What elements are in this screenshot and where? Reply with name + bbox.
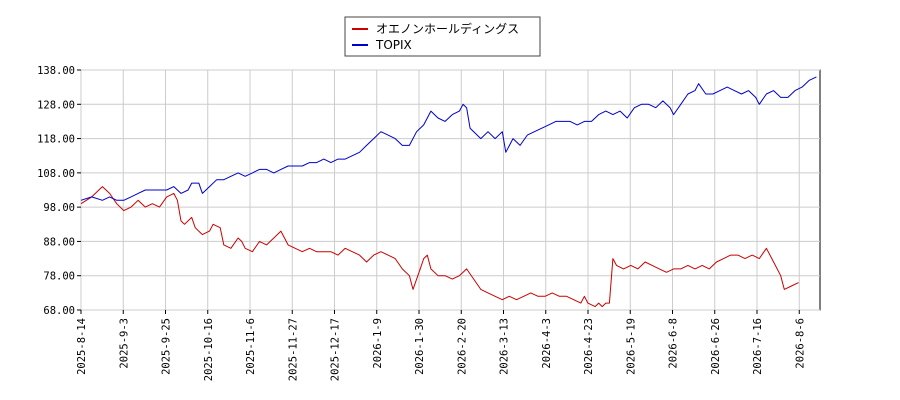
y-tick-label: 128.00: [37, 99, 75, 111]
x-tick-label: 2026-8-6: [794, 318, 806, 369]
x-tick-label: 2025-8-14: [76, 318, 88, 375]
plot-area: [80, 69, 821, 311]
x-tick-label: 2025-9-25: [161, 318, 173, 375]
x-tick-label: 2026-7-16: [752, 318, 764, 375]
x-tick-label: 2026-6-8: [668, 318, 680, 369]
y-tick-label: 138.00: [37, 65, 75, 77]
grid: [80, 69, 820, 311]
x-axis: 2025-8-14 2025-9-3 2025-9-25 2025-10-16 2025…: [76, 310, 806, 381]
series-line-1: [80, 186, 799, 308]
y-tick-label: 68.00: [43, 305, 75, 317]
x-tick-label: 2026-6-26: [710, 318, 722, 375]
legend-label-series-2: TOPIX: [375, 38, 412, 52]
x-tick-label: 2026-1-30: [414, 318, 426, 375]
legend: オエノンホールディングス TOPIX: [344, 16, 541, 57]
x-tick-label: 2026-1-9: [372, 318, 384, 369]
x-tick-label: 2026-3-13: [499, 318, 511, 375]
x-tick-label: 2025-11-6: [245, 318, 257, 375]
x-tick-label: 2025-10-16: [203, 318, 215, 381]
series-lines: [80, 76, 817, 308]
x-tick-label: 2025-11-27: [287, 318, 299, 381]
x-tick-label: 2026-4-3: [541, 318, 553, 369]
y-tick-label: 88.00: [43, 236, 75, 248]
series-line-2: [80, 76, 817, 201]
x-tick-label: 2026-5-19: [625, 318, 637, 375]
x-tick-label: 2026-4-23: [583, 318, 595, 375]
y-axis: 68.00 78.00 88.00 98.00 108.00 118.00 128.00 13…: [37, 65, 81, 317]
x-tick-label: 2025-9-3: [118, 318, 130, 369]
x-tick-label: 2026-2-20: [456, 318, 468, 375]
y-tick-label: 108.00: [37, 168, 75, 180]
x-tick-label: 2025-12-17: [330, 318, 342, 381]
legend-box: [344, 16, 541, 57]
y-tick-label: 118.00: [37, 134, 75, 146]
y-tick-label: 78.00: [43, 271, 75, 283]
legend-label-series-1: オエノンホールディングス: [376, 21, 519, 36]
y-tick-label: 98.00: [43, 202, 75, 214]
